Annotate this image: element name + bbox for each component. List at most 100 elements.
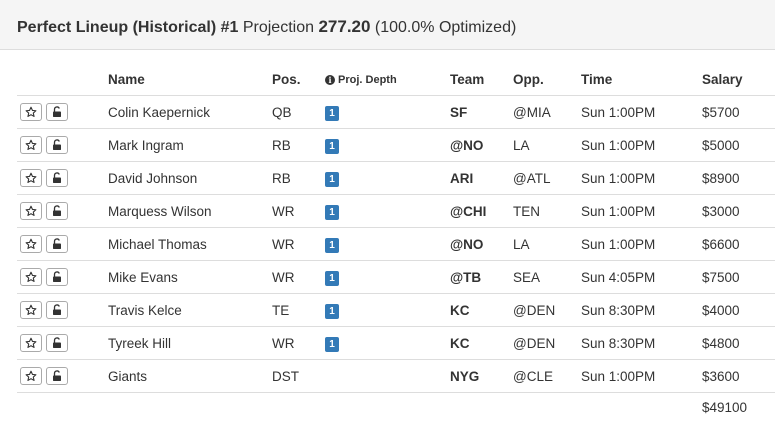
info-icon[interactable]: i (325, 74, 335, 85)
lock-button[interactable] (46, 235, 68, 253)
opp-column-header[interactable]: Opp. (513, 64, 581, 96)
star-button[interactable] (20, 334, 42, 352)
lock-button[interactable] (46, 103, 68, 121)
depth-column-header[interactable]: i Proj. Depth (325, 64, 450, 96)
star-button[interactable] (20, 367, 42, 385)
team-column-header[interactable]: Team (450, 64, 513, 96)
star-button[interactable] (20, 136, 42, 154)
lock-button[interactable] (46, 301, 68, 319)
table-row: Colin Kaepernick QB 1 SF @MIA Sun 1:00PM… (17, 95, 775, 129)
lineup-table-body: Colin Kaepernick QB 1 SF @MIA Sun 1:00PM… (17, 95, 775, 422)
lock-button[interactable] (46, 334, 68, 352)
depth-badge: 1 (325, 270, 339, 286)
game-time: Sun 1:00PM (581, 128, 702, 162)
lock-icon (53, 370, 61, 381)
lock-icon (53, 139, 61, 150)
total-row-spacer (108, 393, 272, 422)
time-column-header[interactable]: Time (581, 64, 702, 96)
lock-button[interactable] (46, 268, 68, 286)
row-actions (17, 260, 108, 294)
player-salary: $5000 (702, 128, 775, 162)
player-team: KC (450, 326, 513, 360)
player-team: KC (450, 293, 513, 327)
player-name: David Johnson (108, 161, 272, 195)
lineup-title: Perfect Lineup (Historical) #1 (17, 19, 239, 36)
player-team: NYG (450, 359, 513, 393)
star-button[interactable] (20, 235, 42, 253)
row-actions (17, 161, 108, 195)
star-icon (25, 370, 37, 381)
star-button[interactable] (20, 169, 42, 187)
lock-button[interactable] (46, 202, 68, 220)
pos-column-header[interactable]: Pos. (272, 64, 325, 96)
player-salary: $8900 (702, 161, 775, 195)
player-opponent: @DEN (513, 293, 581, 327)
table-row: Tyreek Hill WR 1 KC @DEN Sun 8:30PM $480… (17, 326, 775, 360)
game-time: Sun 1:00PM (581, 194, 702, 228)
player-depth: 1 (325, 194, 450, 228)
player-salary: $6600 (702, 227, 775, 261)
optimized-percent: (100.0% Optimized) (374, 19, 517, 36)
star-button[interactable] (20, 301, 42, 319)
table-row: David Johnson RB 1 ARI @ATL Sun 1:00PM $… (17, 161, 775, 195)
depth-badge: 1 (325, 105, 339, 121)
game-time: Sun 8:30PM (581, 293, 702, 327)
player-opponent: @CLE (513, 359, 581, 393)
row-actions (17, 359, 108, 393)
player-name: Mark Ingram (108, 128, 272, 162)
player-position: RB (272, 128, 325, 162)
projection-value: 277.20 (318, 17, 371, 36)
player-depth: 1 (325, 260, 450, 294)
game-time: Sun 4:05PM (581, 260, 702, 294)
player-team: @TB (450, 260, 513, 294)
player-position: DST (272, 359, 325, 393)
lock-icon (53, 337, 61, 348)
salary-column-header[interactable]: Salary (702, 64, 775, 96)
table-row: Marquess Wilson WR 1 @CHI TEN Sun 1:00PM… (17, 194, 775, 228)
lock-button[interactable] (46, 169, 68, 187)
player-opponent: TEN (513, 194, 581, 228)
depth-badge: 1 (325, 336, 339, 352)
total-row-spacer (513, 393, 581, 422)
player-position: TE (272, 293, 325, 327)
game-time: Sun 1:00PM (581, 227, 702, 261)
table-row: Giants DST NYG @CLE Sun 1:00PM $3600 (17, 359, 775, 393)
star-icon (25, 205, 37, 216)
star-icon (25, 304, 37, 315)
player-salary: $3600 (702, 359, 775, 393)
table-row: Michael Thomas WR 1 @NO LA Sun 1:00PM $6… (17, 227, 775, 261)
total-row-spacer (450, 393, 513, 422)
star-icon (25, 139, 37, 150)
total-row-spacer (272, 393, 325, 422)
table-row: Travis Kelce TE 1 KC @DEN Sun 8:30PM $40… (17, 293, 775, 327)
lock-button[interactable] (46, 367, 68, 385)
star-button[interactable] (20, 202, 42, 220)
row-actions (17, 194, 108, 228)
lineup-table: Name Pos. i Proj. Depth Team Opp. Time Sa… (17, 64, 775, 421)
game-time: Sun 1:00PM (581, 359, 702, 393)
lock-icon (53, 271, 61, 282)
player-name: Giants (108, 359, 272, 393)
total-row: $49100 (17, 393, 775, 422)
player-name: Marquess Wilson (108, 194, 272, 228)
row-actions (17, 293, 108, 327)
star-button[interactable] (20, 268, 42, 286)
row-actions (17, 227, 108, 261)
star-icon (25, 106, 37, 117)
total-row-spacer (581, 393, 702, 422)
game-time: Sun 8:30PM (581, 326, 702, 360)
depth-badge: 1 (325, 237, 339, 253)
player-name: Travis Kelce (108, 293, 272, 327)
lock-icon (53, 205, 61, 216)
row-actions (17, 128, 108, 162)
lock-icon (53, 172, 61, 183)
player-team: @NO (450, 227, 513, 261)
star-button[interactable] (20, 103, 42, 121)
player-name: Mike Evans (108, 260, 272, 294)
player-depth (325, 359, 450, 393)
projection-label: Projection (242, 19, 314, 36)
game-time: Sun 1:00PM (581, 95, 702, 129)
name-column-header[interactable]: Name (108, 64, 272, 96)
lock-button[interactable] (46, 136, 68, 154)
row-actions (17, 326, 108, 360)
